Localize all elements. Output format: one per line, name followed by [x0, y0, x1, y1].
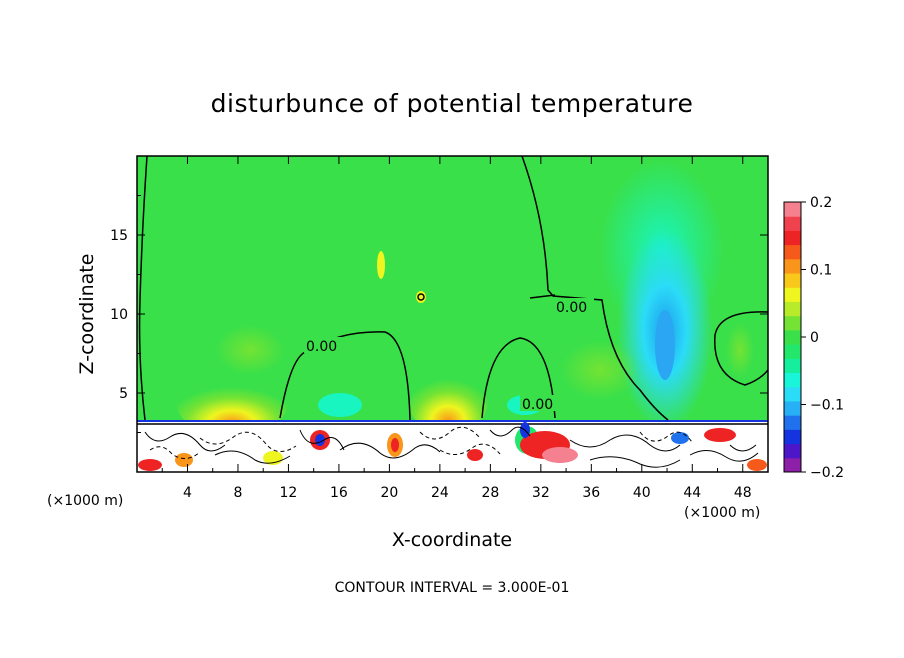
colorbar-swatch: [784, 315, 801, 331]
colorbar-swatch: [784, 457, 801, 473]
x-tick-label: 40: [633, 485, 651, 501]
y-axis-label: Z-coordinate: [76, 254, 98, 375]
x-unit-left: (×1000 m): [47, 493, 123, 509]
x-tick-label: 28: [481, 485, 499, 501]
warm-spot-2: [416, 291, 426, 303]
colorbar-swatch: [784, 429, 801, 445]
colorbar-swatch: [784, 258, 801, 274]
colorbar-swatch: [784, 415, 801, 430]
contour-label-1: 0.00: [306, 339, 337, 355]
x-tick-label: 16: [330, 485, 348, 501]
colorbar-swatch: [784, 443, 801, 459]
y-tick-label: 5: [119, 386, 128, 402]
warm-patch-a: [215, 325, 285, 375]
contour-label-2: 0.00: [556, 300, 587, 316]
contour-label-3: 0.00: [522, 397, 553, 413]
colorbar-tick-label: 0: [810, 330, 819, 346]
green-patch-right: [726, 322, 754, 378]
colorbar-tick-label: −0.2: [810, 465, 844, 481]
chart-title: disturbunce of potential temperature: [211, 89, 694, 118]
x-tick-label: 44: [683, 485, 701, 501]
x-tick-label: 20: [380, 485, 398, 501]
zero-contours: [138, 156, 768, 421]
colorbar-swatch: [784, 301, 801, 317]
colorbar-ticks: 0.2 0.1 0 −0.1 −0.2: [801, 195, 844, 481]
colorbar-swatch: [784, 202, 801, 217]
warm-patch-b: [560, 340, 640, 400]
y-axis-ticks: 5 10 15: [110, 195, 768, 433]
x-tick-label: 48: [734, 485, 752, 501]
colorbar-tick-label: −0.1: [810, 398, 844, 414]
colorbar-swatch: [784, 244, 801, 260]
y-tick-label: 10: [110, 307, 128, 323]
colorbar-swatch: [784, 400, 801, 416]
x-tick-label: 4: [183, 485, 192, 501]
contour-interval-note: CONTOUR INTERVAL = 3.000E-01: [335, 580, 570, 596]
x-tick-label: 8: [233, 485, 242, 501]
boundary-contours: [144, 426, 759, 468]
colorbar-tick-label: 0.2: [810, 195, 832, 211]
colorbar-swatch: [784, 216, 801, 231]
colorbar-tick-label: 0.1: [810, 263, 832, 279]
colorbar-swatch: [784, 344, 801, 359]
x-tick-label: 36: [582, 485, 600, 501]
warm-spot-1: [377, 251, 385, 279]
heatmap-field: [137, 156, 768, 472]
negative-plume-core: [655, 310, 675, 380]
colorbar-swatch: [784, 329, 801, 345]
x-tick-label: 12: [280, 485, 298, 501]
x-unit-right: (×1000 m): [684, 505, 760, 521]
colorbar-swatch: [784, 287, 801, 302]
colorbar: [784, 202, 801, 473]
colorbar-swatch: [784, 386, 801, 402]
colorbar-swatch: [784, 273, 801, 288]
colorbar-swatch: [784, 230, 801, 246]
colorbar-swatch: [784, 358, 801, 374]
x-tick-label: 32: [532, 485, 550, 501]
warm-bubble-center: [408, 365, 488, 435]
x-axis-ticks: 4 8 12 16 20 24 28 32 36 40 44 48: [161, 156, 752, 501]
x-tick-label: 24: [431, 485, 449, 501]
contour-labels: 0.00 0.00 0.00: [304, 298, 594, 413]
colorbar-swatch: [784, 372, 801, 388]
boundary-layer: [137, 422, 768, 472]
y-tick-label: 15: [110, 228, 128, 244]
x-axis-label: X-coordinate: [392, 529, 512, 551]
cool-patch-a: [318, 393, 362, 417]
